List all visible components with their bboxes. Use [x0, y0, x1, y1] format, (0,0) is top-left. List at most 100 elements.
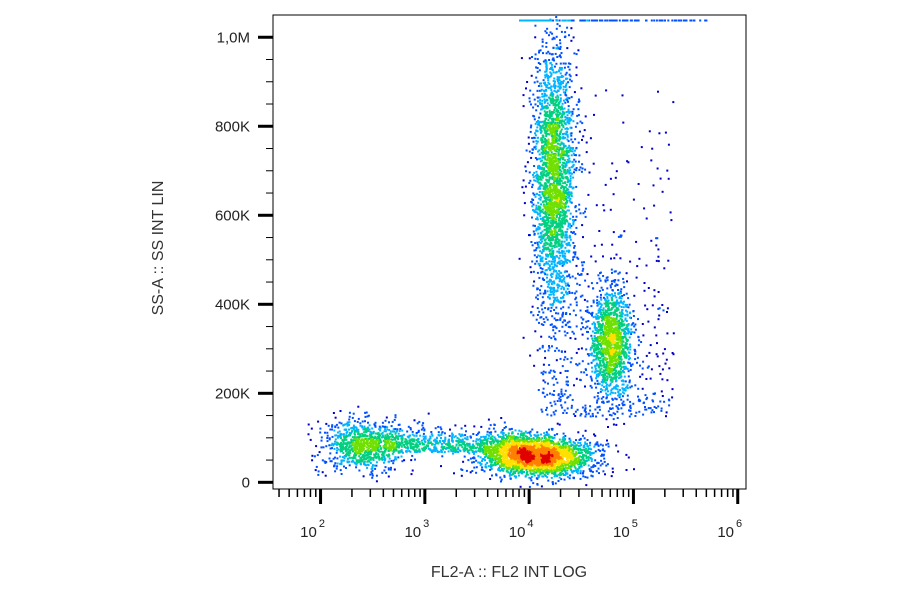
event-point: [553, 204, 556, 207]
event-point: [525, 460, 528, 463]
event-point: [557, 154, 560, 157]
event-point: [549, 459, 552, 462]
event-point: [601, 453, 603, 456]
event-point: [549, 288, 552, 291]
event-point: [347, 441, 350, 444]
event-point: [518, 467, 521, 470]
event-point: [584, 443, 587, 446]
event-point: [542, 318, 545, 321]
event-point: [530, 475, 533, 478]
event-point: [351, 430, 353, 433]
event-point: [356, 448, 359, 451]
event-point: [547, 50, 550, 53]
event-point: [567, 110, 570, 113]
event-point: [604, 473, 606, 476]
event-point: [372, 442, 375, 445]
event-point: [575, 453, 578, 456]
event-point: [517, 453, 520, 456]
event-point: [577, 444, 580, 447]
event-point: [520, 451, 523, 454]
event-point: [572, 219, 574, 222]
event-point: [497, 450, 500, 453]
event-point: [568, 112, 571, 115]
event-point: [355, 428, 358, 431]
event-point: [473, 457, 476, 460]
event-point: [340, 422, 343, 425]
event-point: [331, 447, 333, 450]
event-point: [535, 296, 538, 299]
event-point: [334, 426, 337, 429]
event-point: [478, 438, 481, 441]
event-point: [360, 460, 363, 463]
event-point: [548, 115, 551, 118]
event-point: [339, 469, 342, 472]
event-point: [534, 457, 537, 460]
event-point: [380, 450, 383, 453]
event-point: [554, 332, 557, 335]
event-point: [564, 252, 567, 255]
event-point: [566, 201, 569, 204]
event-point: [487, 457, 490, 459]
event-point: [550, 450, 552, 453]
event-point: [501, 447, 504, 450]
event-point: [568, 451, 571, 454]
event-point: [521, 456, 524, 459]
event-point: [379, 427, 382, 429]
event-point: [383, 456, 386, 459]
event-point: [577, 141, 580, 144]
event-point: [557, 468, 560, 471]
event-point: [558, 443, 561, 446]
event-point: [343, 428, 346, 431]
event-point: [521, 186, 524, 189]
event-point: [369, 473, 372, 476]
event-point: [583, 448, 586, 451]
event-point: [548, 428, 550, 431]
event-point: [507, 459, 510, 462]
event-point: [381, 458, 383, 461]
event-point: [544, 460, 547, 463]
event-point: [553, 444, 556, 447]
event-point: [548, 194, 551, 197]
event-point: [386, 439, 389, 442]
event-point: [381, 421, 384, 424]
event-point: [531, 448, 534, 451]
event-point: [569, 110, 572, 113]
event-point: [550, 72, 553, 75]
event-point: [368, 451, 371, 454]
event-point: [571, 462, 574, 465]
event-point: [565, 161, 568, 163]
event-point: [406, 445, 409, 448]
event-point: [534, 211, 537, 213]
event-point: [581, 224, 584, 227]
event-point: [580, 465, 583, 468]
event-point: [578, 439, 581, 441]
event-point: [541, 452, 544, 455]
event-point: [579, 460, 582, 463]
event-point: [532, 455, 535, 458]
event-point: [561, 254, 564, 257]
event-point: [544, 448, 547, 451]
event-point: [363, 431, 366, 434]
event-point: [601, 444, 604, 447]
event-point: [607, 442, 610, 445]
event-point: [328, 438, 331, 441]
event-point: [398, 430, 401, 432]
event-point: [395, 430, 398, 433]
event-point: [309, 438, 312, 441]
event-point: [536, 462, 539, 465]
event-point: [363, 456, 366, 459]
event-point: [335, 443, 338, 446]
event-point: [544, 463, 546, 466]
event-point: [560, 174, 563, 177]
event-point: [553, 375, 556, 378]
event-point: [545, 471, 548, 474]
event-point: [546, 471, 549, 474]
event-point: [550, 214, 553, 217]
event-point: [351, 426, 354, 429]
event-point: [554, 469, 557, 472]
event-point: [529, 179, 532, 182]
event-point: [556, 210, 558, 213]
event-point: [336, 442, 339, 444]
event-point: [349, 434, 351, 437]
event-point: [548, 76, 551, 78]
